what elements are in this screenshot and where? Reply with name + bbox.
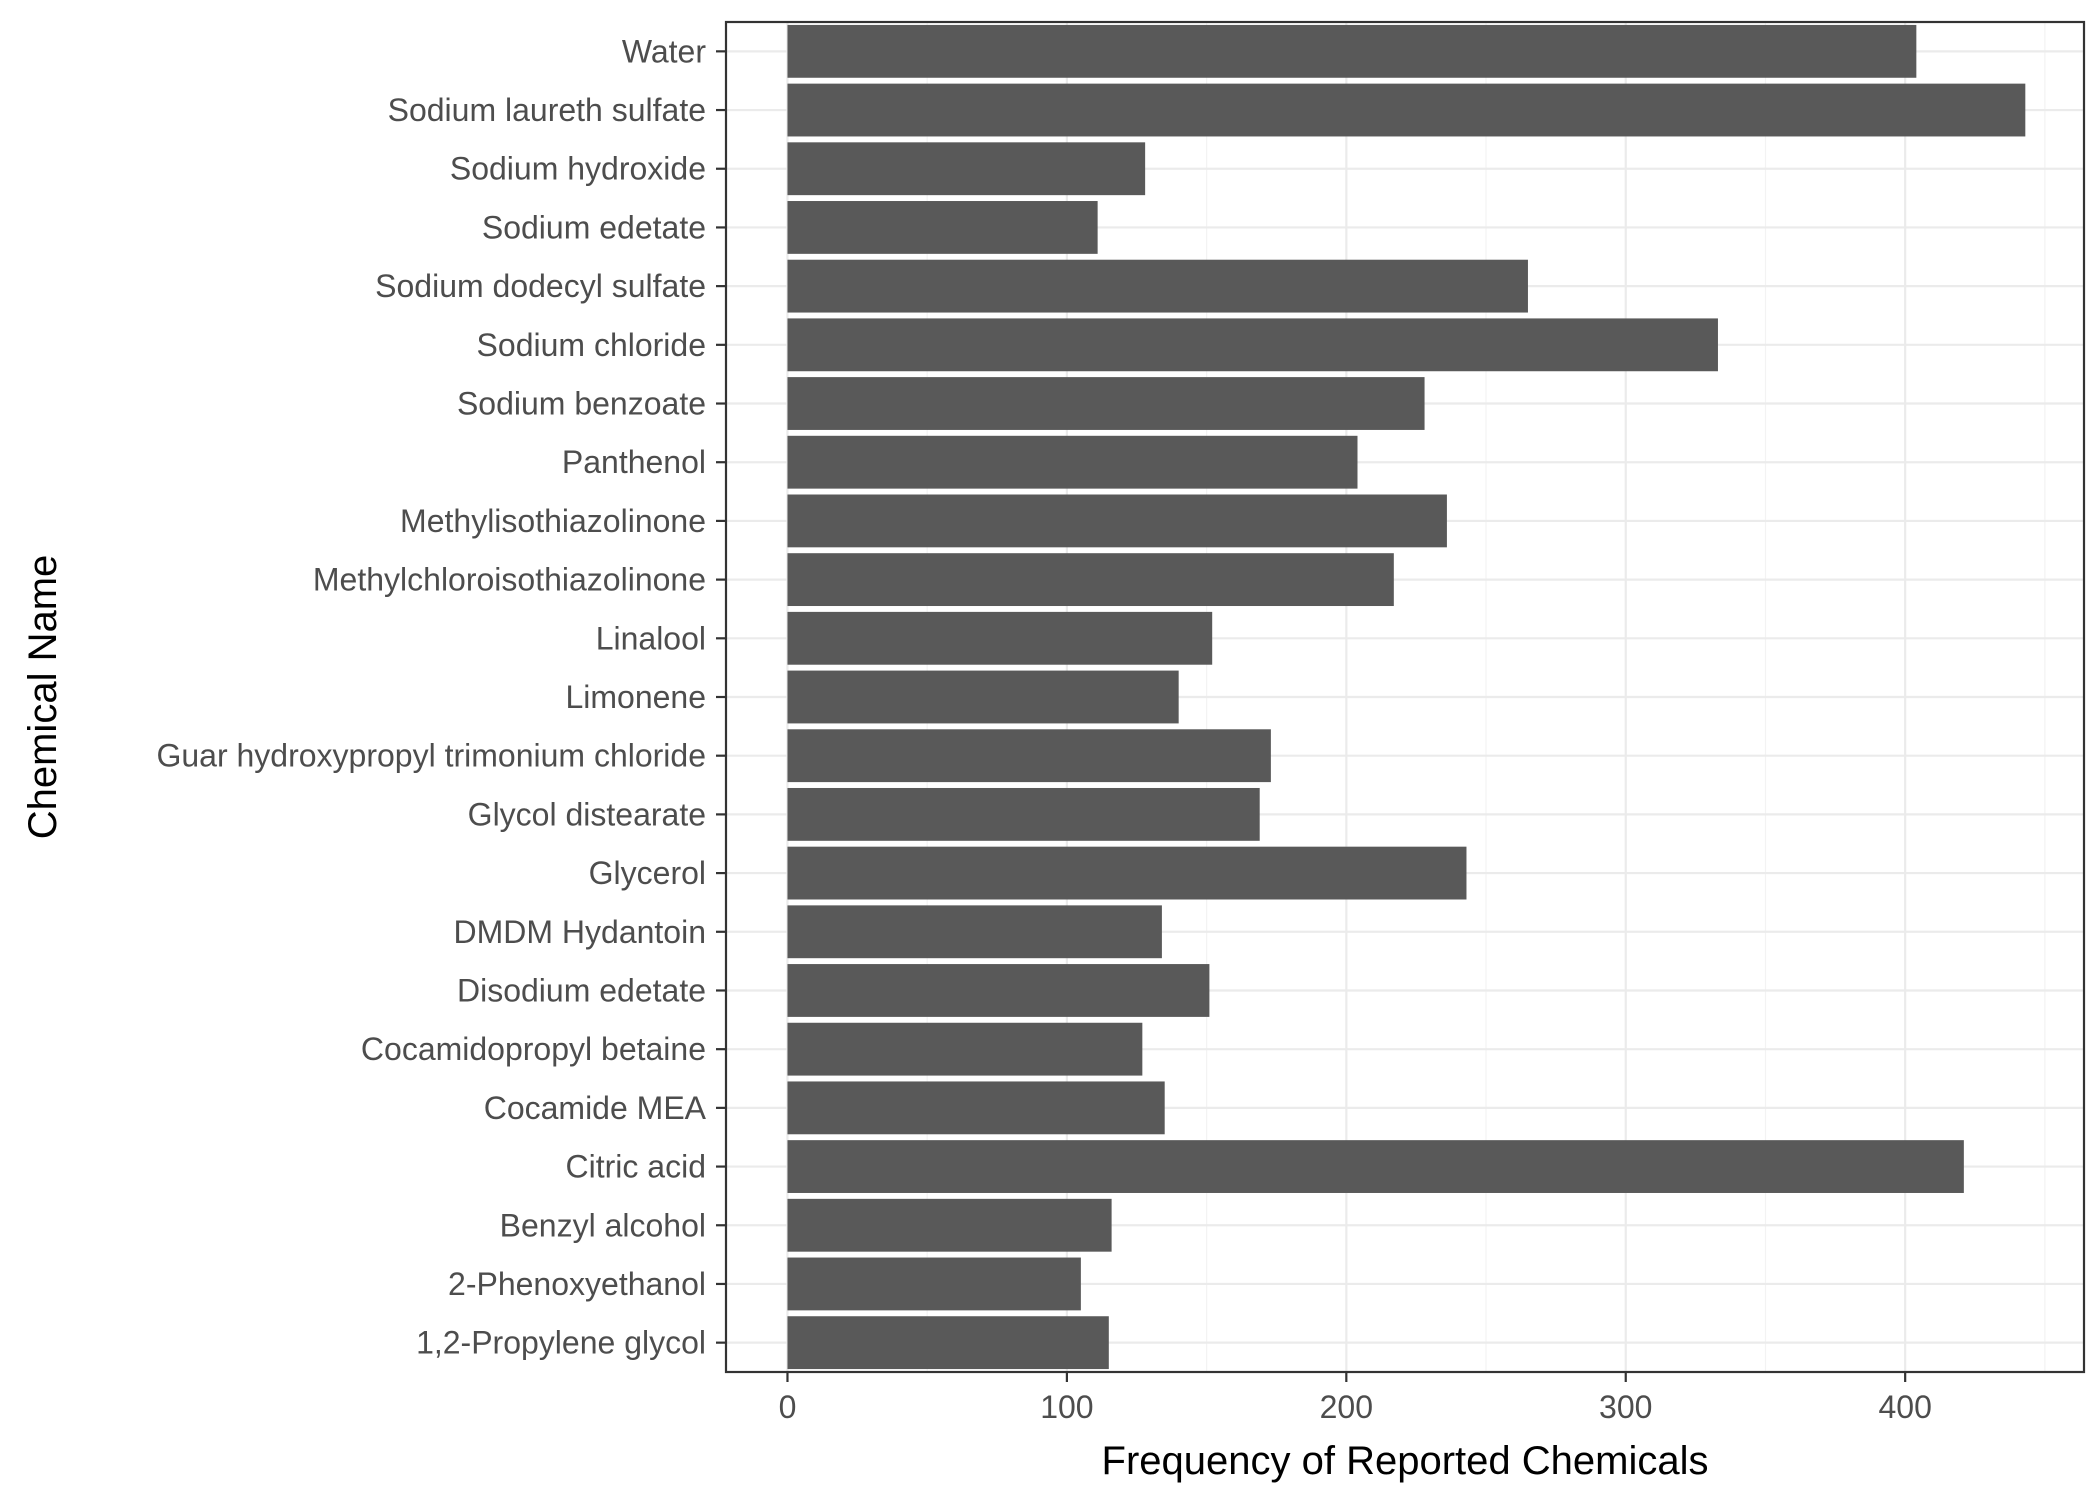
bar [787,1257,1081,1311]
y-tick-label: 2-Phenoxyethanol [448,1266,706,1302]
bar [787,553,1394,607]
bar [787,905,1162,959]
bar [787,787,1260,841]
y-tick-label: Sodium dodecyl sulfate [375,268,706,304]
x-axis-title: Frequency of Reported Chemicals [1102,1439,1709,1483]
bar [787,964,1210,1017]
x-tick-label: 0 [779,1389,797,1425]
y-tick-label: Sodium hydroxide [450,151,706,187]
x-tick-label: 400 [1878,1389,1931,1425]
y-tick-label: Glycol distearate [468,796,706,832]
bar [787,670,1179,724]
y-tick-label: DMDM Hydantoin [453,914,706,950]
bar [787,435,1358,489]
y-axis-title: Chemical Name [21,555,65,840]
y-tick-label: Glycerol [589,855,706,891]
bars [787,24,2026,1370]
y-tick-label: Linalool [596,620,706,656]
y-tick-label: Panthenol [562,444,706,480]
y-tick-label: Sodium edetate [482,209,706,245]
bar [787,1081,1165,1135]
bar [787,24,1917,78]
x-tick-label: 100 [1040,1389,1093,1425]
y-tick-label: Limonene [565,679,706,715]
x-tick-label: 200 [1320,1389,1373,1425]
y-tick-label: Benzyl alcohol [500,1207,706,1243]
y-tick-label: 1,2-Propylene glycol [416,1325,706,1361]
bar [787,1022,1143,1076]
y-tick-label: Sodium laureth sulfate [388,92,706,128]
y-tick-label: Sodium chloride [477,327,706,363]
x-tick-label: 300 [1599,1389,1652,1425]
y-tick-label: Water [622,33,707,69]
y-tick-label: Guar hydroxypropyl trimonium chloride [156,738,706,774]
bar [787,83,2026,137]
bar [787,259,1528,313]
bar [787,1198,1112,1252]
y-tick-label: Cocamide MEA [484,1090,707,1126]
y-tick-label: Citric acid [566,1149,706,1185]
bar [787,494,1447,548]
x-axis-ticks: 0 100 200 300 400 [779,1372,1932,1425]
bar [787,318,1718,372]
y-tick-label: Sodium benzoate [457,386,706,422]
bar [787,729,1271,783]
bar [787,201,1098,254]
bar [787,377,1425,430]
bar [787,846,1467,900]
y-axis-ticks: Water Sodium laureth sulfate Sodium hydrox… [156,33,726,1361]
y-tick-label: Methylchloroisothiazolinone [313,562,706,598]
bar [787,1316,1109,1370]
y-tick-label: Cocamidopropyl betaine [361,1031,706,1067]
bar [787,142,1146,196]
y-tick-label: Methylisothiazolinone [400,503,706,539]
bar [787,1140,1964,1193]
y-tick-label: Disodium edetate [457,972,706,1008]
bar [787,611,1213,665]
